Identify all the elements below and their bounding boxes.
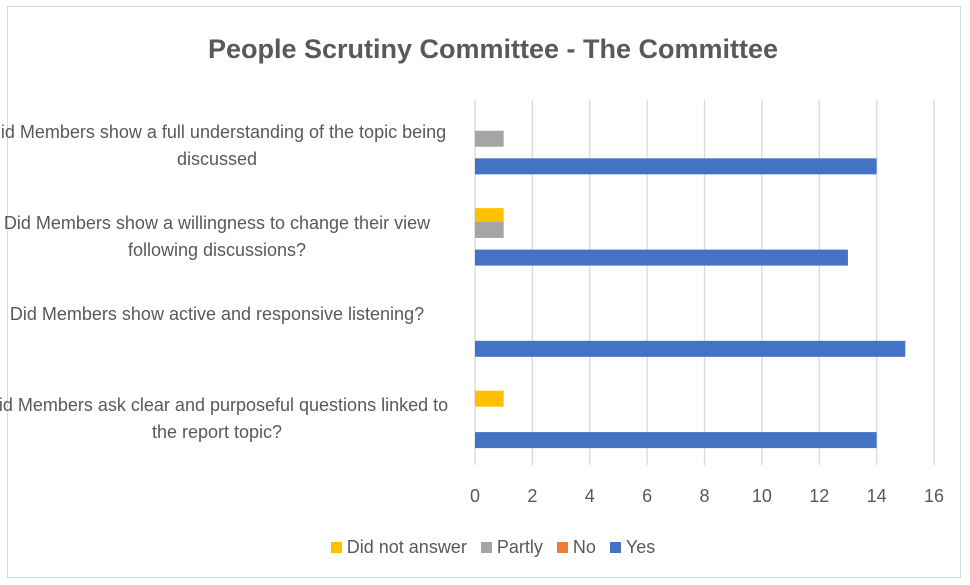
legend-swatch-did-not-answer [330, 542, 342, 553]
legend: Did not answer Partly No Yes [0, 537, 970, 558]
x-tick-label-3: 6 [642, 486, 652, 506]
legend-label-no: No [572, 537, 596, 557]
legend-item-no: No [556, 537, 596, 558]
legend-swatch-yes [609, 542, 621, 553]
legend-swatch-no [556, 542, 568, 553]
bar-did-not-answer-1 [475, 208, 504, 225]
bar-yes-2 [475, 340, 906, 357]
category-label-3: Did Members ask clear and purposeful que… [0, 395, 449, 443]
legend-item-yes: Yes [609, 537, 656, 558]
legend-swatch-partly [480, 542, 492, 553]
x-tick-label-0: 0 [470, 486, 480, 506]
category-label-2: Did Members show active and responsive l… [9, 304, 425, 325]
category-label-0: Did Members show a full understanding of… [0, 121, 447, 169]
legend-label-did-not-answer: Did not answer [346, 537, 467, 557]
bar-yes-3 [475, 432, 877, 449]
bar-yes-0 [475, 158, 877, 175]
legend-label-yes: Yes [625, 537, 656, 557]
chart-title: People Scrutiny Committee - The Committe… [207, 34, 779, 64]
bar-partly-0 [475, 130, 504, 147]
legend-item-did-not-answer: Did not answer [330, 537, 467, 558]
bar-yes-1 [475, 249, 848, 266]
x-tick-label-6: 12 [809, 486, 829, 506]
x-tick-label-8: 16 [924, 486, 944, 506]
legend-label-partly: Partly [496, 537, 543, 557]
category-label-1: Did Members show a willingness to change… [3, 212, 431, 260]
x-tick-label-5: 10 [752, 486, 772, 506]
legend-item-partly: Partly [480, 537, 543, 558]
x-tick-label-1: 2 [527, 486, 537, 506]
chart-frame [7, 6, 961, 578]
bar-did-not-answer-3 [475, 390, 504, 407]
x-tick-label-4: 8 [699, 486, 709, 506]
x-tick-label-7: 14 [867, 486, 887, 506]
bar-partly-1 [475, 221, 504, 238]
x-tick-label-2: 4 [585, 486, 595, 506]
